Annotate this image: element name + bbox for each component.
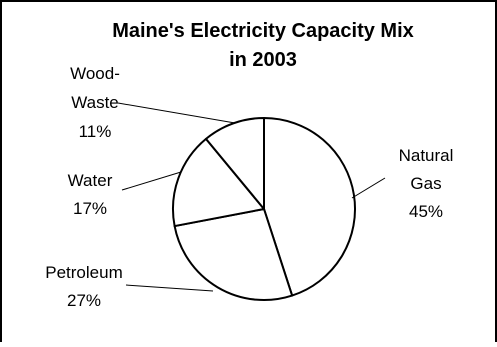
slice-label-water-value: 17% [73, 199, 107, 218]
chart-title-line-2: in 2003 [229, 49, 297, 71]
slice-label-natural-gas-line-2: Gas [410, 174, 441, 193]
pie-slice-water [172, 137, 265, 228]
slice-label-natural-gas-line-1: Natural [399, 146, 454, 165]
leader-line-natural-gas [351, 177, 386, 199]
pie-slice-petroleum [173, 208, 294, 301]
leader-line-water [121, 171, 182, 191]
slice-label-petroleum-value: 27% [67, 291, 101, 310]
slice-label-natural-gas-value: 45% [409, 202, 443, 221]
leader-line-petroleum [125, 284, 214, 292]
pie-slice-natural-gas [263, 117, 356, 297]
slice-label-petroleum-line-1: Petroleum [45, 263, 122, 282]
pie-slices [172, 117, 356, 301]
slice-label-wood-waste-value: 11% [79, 122, 112, 141]
slice-label-wood-waste-line-2: Waste [71, 93, 119, 112]
chart-title-line-1: Maine's Electricity Capacity Mix [112, 20, 414, 42]
slice-label-water-line-1: Water [68, 171, 113, 190]
leader-line-wood-waste [117, 102, 236, 124]
slice-label-wood-waste-line-1: Wood- [70, 64, 120, 83]
pie-slice-wood-waste [204, 117, 265, 210]
